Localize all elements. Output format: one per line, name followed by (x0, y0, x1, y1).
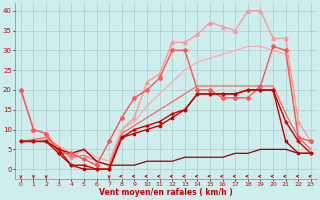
X-axis label: Vent moyen/en rafales ( km/h ): Vent moyen/en rafales ( km/h ) (99, 188, 233, 197)
